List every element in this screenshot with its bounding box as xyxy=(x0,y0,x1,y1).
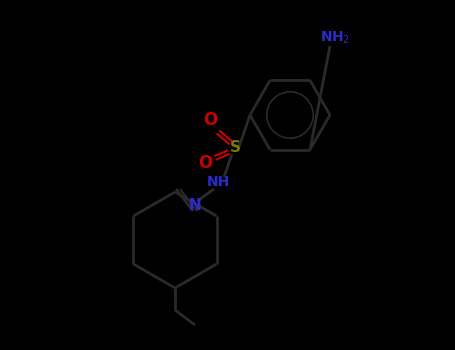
Text: S: S xyxy=(229,140,241,155)
Text: NH: NH xyxy=(207,175,230,189)
Text: N: N xyxy=(189,197,202,212)
Text: O: O xyxy=(203,111,217,129)
Text: NH$_2$: NH$_2$ xyxy=(320,30,350,46)
Text: O: O xyxy=(198,154,212,172)
